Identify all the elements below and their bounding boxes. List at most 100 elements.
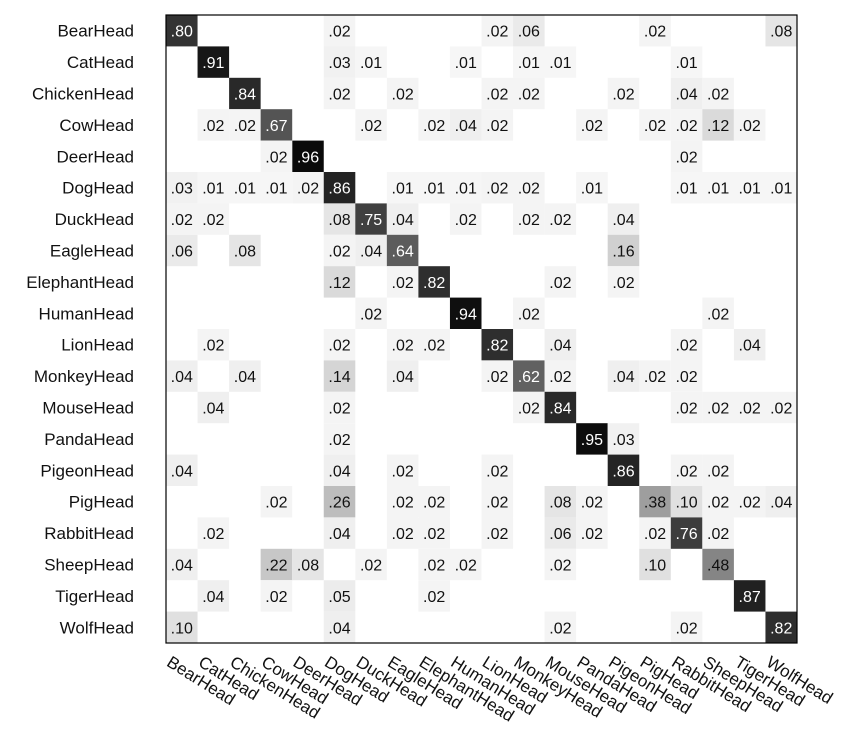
heatmap-cell-rabbithead-lionhead: .02 [481,517,514,549]
heatmap-cell-fill [544,486,577,518]
cell-value-label: .08 [328,212,350,229]
cell-value-label: .02 [518,306,540,323]
cell-value-label: .02 [644,526,666,543]
heatmap-cell-deerhead-deerhead: .96 [292,140,324,172]
heatmap-cell-duckhead-duckhead: .75 [355,203,387,235]
heatmap-cell-monkeyhead-mousehead: .02 [544,360,577,392]
heatmap-cell-fill [292,172,324,204]
heatmap-cell-fill [323,580,356,612]
heatmap-cell-fill [292,548,324,581]
cell-value-label: .22 [265,558,287,575]
cell-value-label: .01 [770,181,792,198]
heatmap-cell-chickenhead-pigeonhead: .02 [607,77,640,110]
heatmap-cell-fill [513,203,545,235]
heatmap-cell-fill [639,486,671,518]
heatmap-cell-elephanthead-mousehead: .02 [544,266,577,298]
cell-value-label: .02 [486,526,508,543]
heatmap-cell-fill [670,46,703,78]
heatmap-cell-rabbithead-pandahead: .02 [576,517,608,549]
cell-value-label: .02 [423,495,445,512]
heatmap-cell-doghead-cathead: .01 [197,172,230,204]
heatmap-cell-fill [418,109,450,141]
column-labels: BearHeadCatHeadChickenHeadCowHeadDeerHea… [164,652,837,725]
heatmap-cell-fill [166,234,198,267]
heatmap-cell-sheephead-sheephead: .48 [702,548,734,581]
heatmap-cell-fill [323,360,356,392]
heatmap-cell-rabbithead-rabbithead: .76 [670,517,703,549]
heatmap-cell-cathead-doghead: .03 [323,46,356,78]
heatmap-cell-pighead-elephanthead: .02 [418,486,450,518]
cell-value-label: .02 [455,558,477,575]
heatmap-cell-pigeonhead-bearhead: .04 [166,454,198,486]
cell-value-label: .75 [360,212,382,229]
heatmap-cell-cowhead-cowhead: .67 [260,109,293,141]
heatmap-cell-fill [576,517,608,549]
cell-value-label: .02 [518,212,540,229]
heatmap-cell-doghead-pandahead: .01 [576,172,608,204]
row-label-monkeyhead: MonkeyHead [34,367,134,386]
row-label-eaglehead: EagleHead [50,242,134,261]
heatmap-cell-chickenhead-lionhead: .02 [481,77,514,110]
cell-value-label: .02 [675,149,697,166]
heatmap-cell-cowhead-cathead: .02 [197,109,230,141]
row-label-duckhead: DuckHead [55,210,134,229]
row-label-pandahead: PandaHead [44,430,134,449]
cell-value-label: .02 [392,275,414,292]
row-label-pighead: PigHead [69,493,134,512]
heatmap-cell-fill [355,109,387,141]
cell-value-label: .01 [739,181,761,198]
heatmap-cell-fill [418,329,450,361]
heatmap-cell-cowhead-tigerhead: .02 [733,109,766,141]
heatmap-cell-fill [513,391,545,424]
heatmap-cell-bearhead-bearhead: .80 [166,15,198,47]
cell-value-label: .80 [171,24,193,41]
heatmap-cell-elephanthead-pigeonhead: .02 [607,266,640,298]
cell-value-label: .02 [612,87,634,104]
cell-value-label: .26 [328,495,350,512]
heatmap-cell-doghead-rabbithead: .01 [670,172,703,204]
heatmap-cell-fill [607,423,640,455]
cell-value-label: .02 [549,275,571,292]
heatmap-cell-elephanthead-elephanthead: .82 [418,266,450,298]
cell-value-label: .02 [707,87,729,104]
heatmap-cell-pighead-mousehead: .08 [544,486,577,518]
heatmap-cell-eaglehead-bearhead: .06 [166,234,198,267]
heatmap-cell-fill [702,454,734,486]
cell-value-label: .01 [518,55,540,72]
cell-value-label: .48 [707,558,729,575]
row-labels: BearHead CatHead ChickenHead CowHead DeerHea… [26,22,134,638]
heatmap-cell-tigerhead-elephanthead: .02 [418,580,450,612]
heatmap-cell-fill [386,234,419,267]
cell-value-label: .12 [328,275,350,292]
heatmap-cell-fill [702,77,734,110]
heatmap-cell-mousehead-tigerhead: .02 [733,391,766,424]
heatmap-cell-fill [355,46,387,78]
heatmap-cell-bearhead-wolfhead: .08 [765,15,797,47]
heatmap-cell-rabbithead-pighead: .02 [639,517,671,549]
heatmap-cell-fill [513,172,545,204]
heatmap-cell-cowhead-chickenhead: .02 [229,109,261,141]
heatmap-cell-rabbithead-sheephead: .02 [702,517,734,549]
heatmap-cell-sheephead-pighead: .10 [639,548,671,581]
heatmap-cell-pandahead-doghead: .02 [323,423,356,455]
heatmap-cell-cathead-monkeyhead: .01 [513,46,545,78]
heatmap-cell-pighead-pandahead: .02 [576,486,608,518]
heatmap-cell-fill [449,46,482,78]
heatmap-cell-humanhead-humanhead: .94 [449,297,482,329]
heatmap-cell-fill [607,77,640,110]
heatmap-cell-pighead-tigerhead: .02 [733,486,766,518]
heatmap-cell-fill [323,46,356,78]
heatmap-cell-fill [733,391,766,424]
heatmap-cell-fill [323,486,356,518]
cell-value-label: .02 [707,526,729,543]
cell-value-label: .08 [770,24,792,41]
heatmap-cell-cowhead-elephanthead: .02 [418,109,450,141]
heatmap-cell-doghead-tigerhead: .01 [733,172,766,204]
cell-value-label: .02 [171,212,193,229]
heatmap-cell-fill [260,580,293,612]
heatmap-cell-sheephead-elephanthead: .02 [418,548,450,581]
heatmap-cell-fill [639,517,671,549]
heatmap-cell-fill [323,172,356,204]
heatmap-cell-fill [639,109,671,141]
heatmap-cell-cathead-humanhead: .01 [449,46,482,78]
